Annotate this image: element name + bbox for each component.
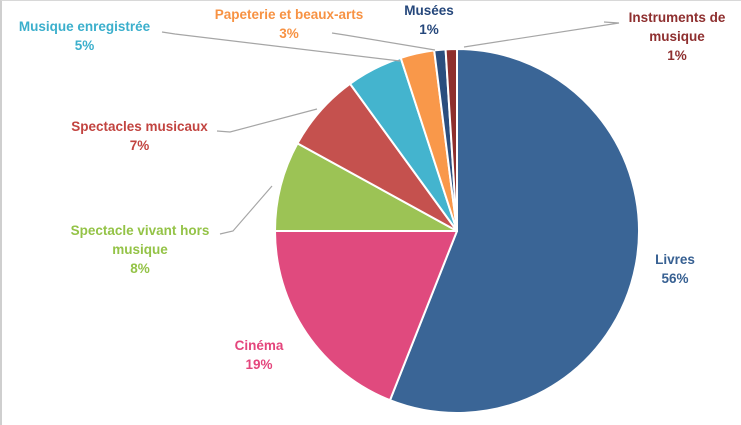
pie-slice-cinema bbox=[274, 230, 458, 402]
slice-label-instruments-pct: 1% bbox=[667, 47, 687, 63]
slice-label-livres-name: Livres bbox=[655, 252, 695, 267]
slice-label-musique-enregistree-pct: 5% bbox=[74, 37, 95, 53]
leader-line-musique-enregistree bbox=[161, 31, 401, 62]
slice-label-musees-pct: 1% bbox=[419, 21, 439, 37]
slice-label-musees: Musées 1% bbox=[387, 2, 471, 40]
slice-label-musees-name: Musées bbox=[404, 3, 454, 18]
pie-slice-instruments-de-musique bbox=[444, 48, 458, 232]
pie-slice-spectacle-vivant-hors-musique bbox=[274, 142, 458, 232]
slice-label-musique-enregistree: Musique enregistrée 5% bbox=[3, 18, 166, 56]
slice-label-musique-enregistree-name: Musique enregistrée bbox=[18, 19, 151, 34]
pie-slices-group bbox=[274, 48, 640, 414]
slice-label-instruments-name: Instruments de musique bbox=[628, 10, 726, 44]
leader-line-instruments-de-musique bbox=[463, 21, 620, 48]
slice-label-papeterie-pct: 3% bbox=[279, 25, 299, 41]
leader-line-spectacle-vivant bbox=[219, 185, 273, 235]
slice-label-cinema: Cinéma 19% bbox=[209, 337, 309, 375]
slice-label-spectacle-vivant-name: Spectacle vivant hors musique bbox=[70, 223, 210, 257]
slice-label-livres-pct: 56% bbox=[661, 270, 689, 286]
slice-label-papeterie: Papeterie et beaux-arts 3% bbox=[197, 6, 381, 44]
slice-label-spectacles-musicaux-pct: 7% bbox=[129, 137, 150, 153]
slice-label-livres: Livres 56% bbox=[632, 251, 718, 289]
slice-label-cinema-pct: 19% bbox=[245, 356, 273, 372]
slice-label-spectacle-vivant: Spectacle vivant hors musique 8% bbox=[54, 222, 226, 279]
slice-label-spectacles-musicaux: Spectacles musicaux 7% bbox=[57, 118, 222, 156]
slice-label-spectacles-musicaux-name: Spectacles musicaux bbox=[71, 119, 208, 134]
slice-label-spectacle-vivant-pct: 8% bbox=[130, 260, 150, 276]
slice-label-cinema-name: Cinéma bbox=[234, 338, 284, 353]
leader-line-papeterie-et-beaux-arts bbox=[331, 32, 436, 51]
slice-label-papeterie-name: Papeterie et beaux-arts bbox=[214, 7, 364, 22]
slice-label-instruments: Instruments de musique 1% bbox=[615, 9, 739, 66]
leader-lines-group bbox=[161, 21, 620, 235]
pie-slice-livres bbox=[389, 48, 640, 414]
leader-line-spectacles-musicaux bbox=[216, 108, 318, 133]
